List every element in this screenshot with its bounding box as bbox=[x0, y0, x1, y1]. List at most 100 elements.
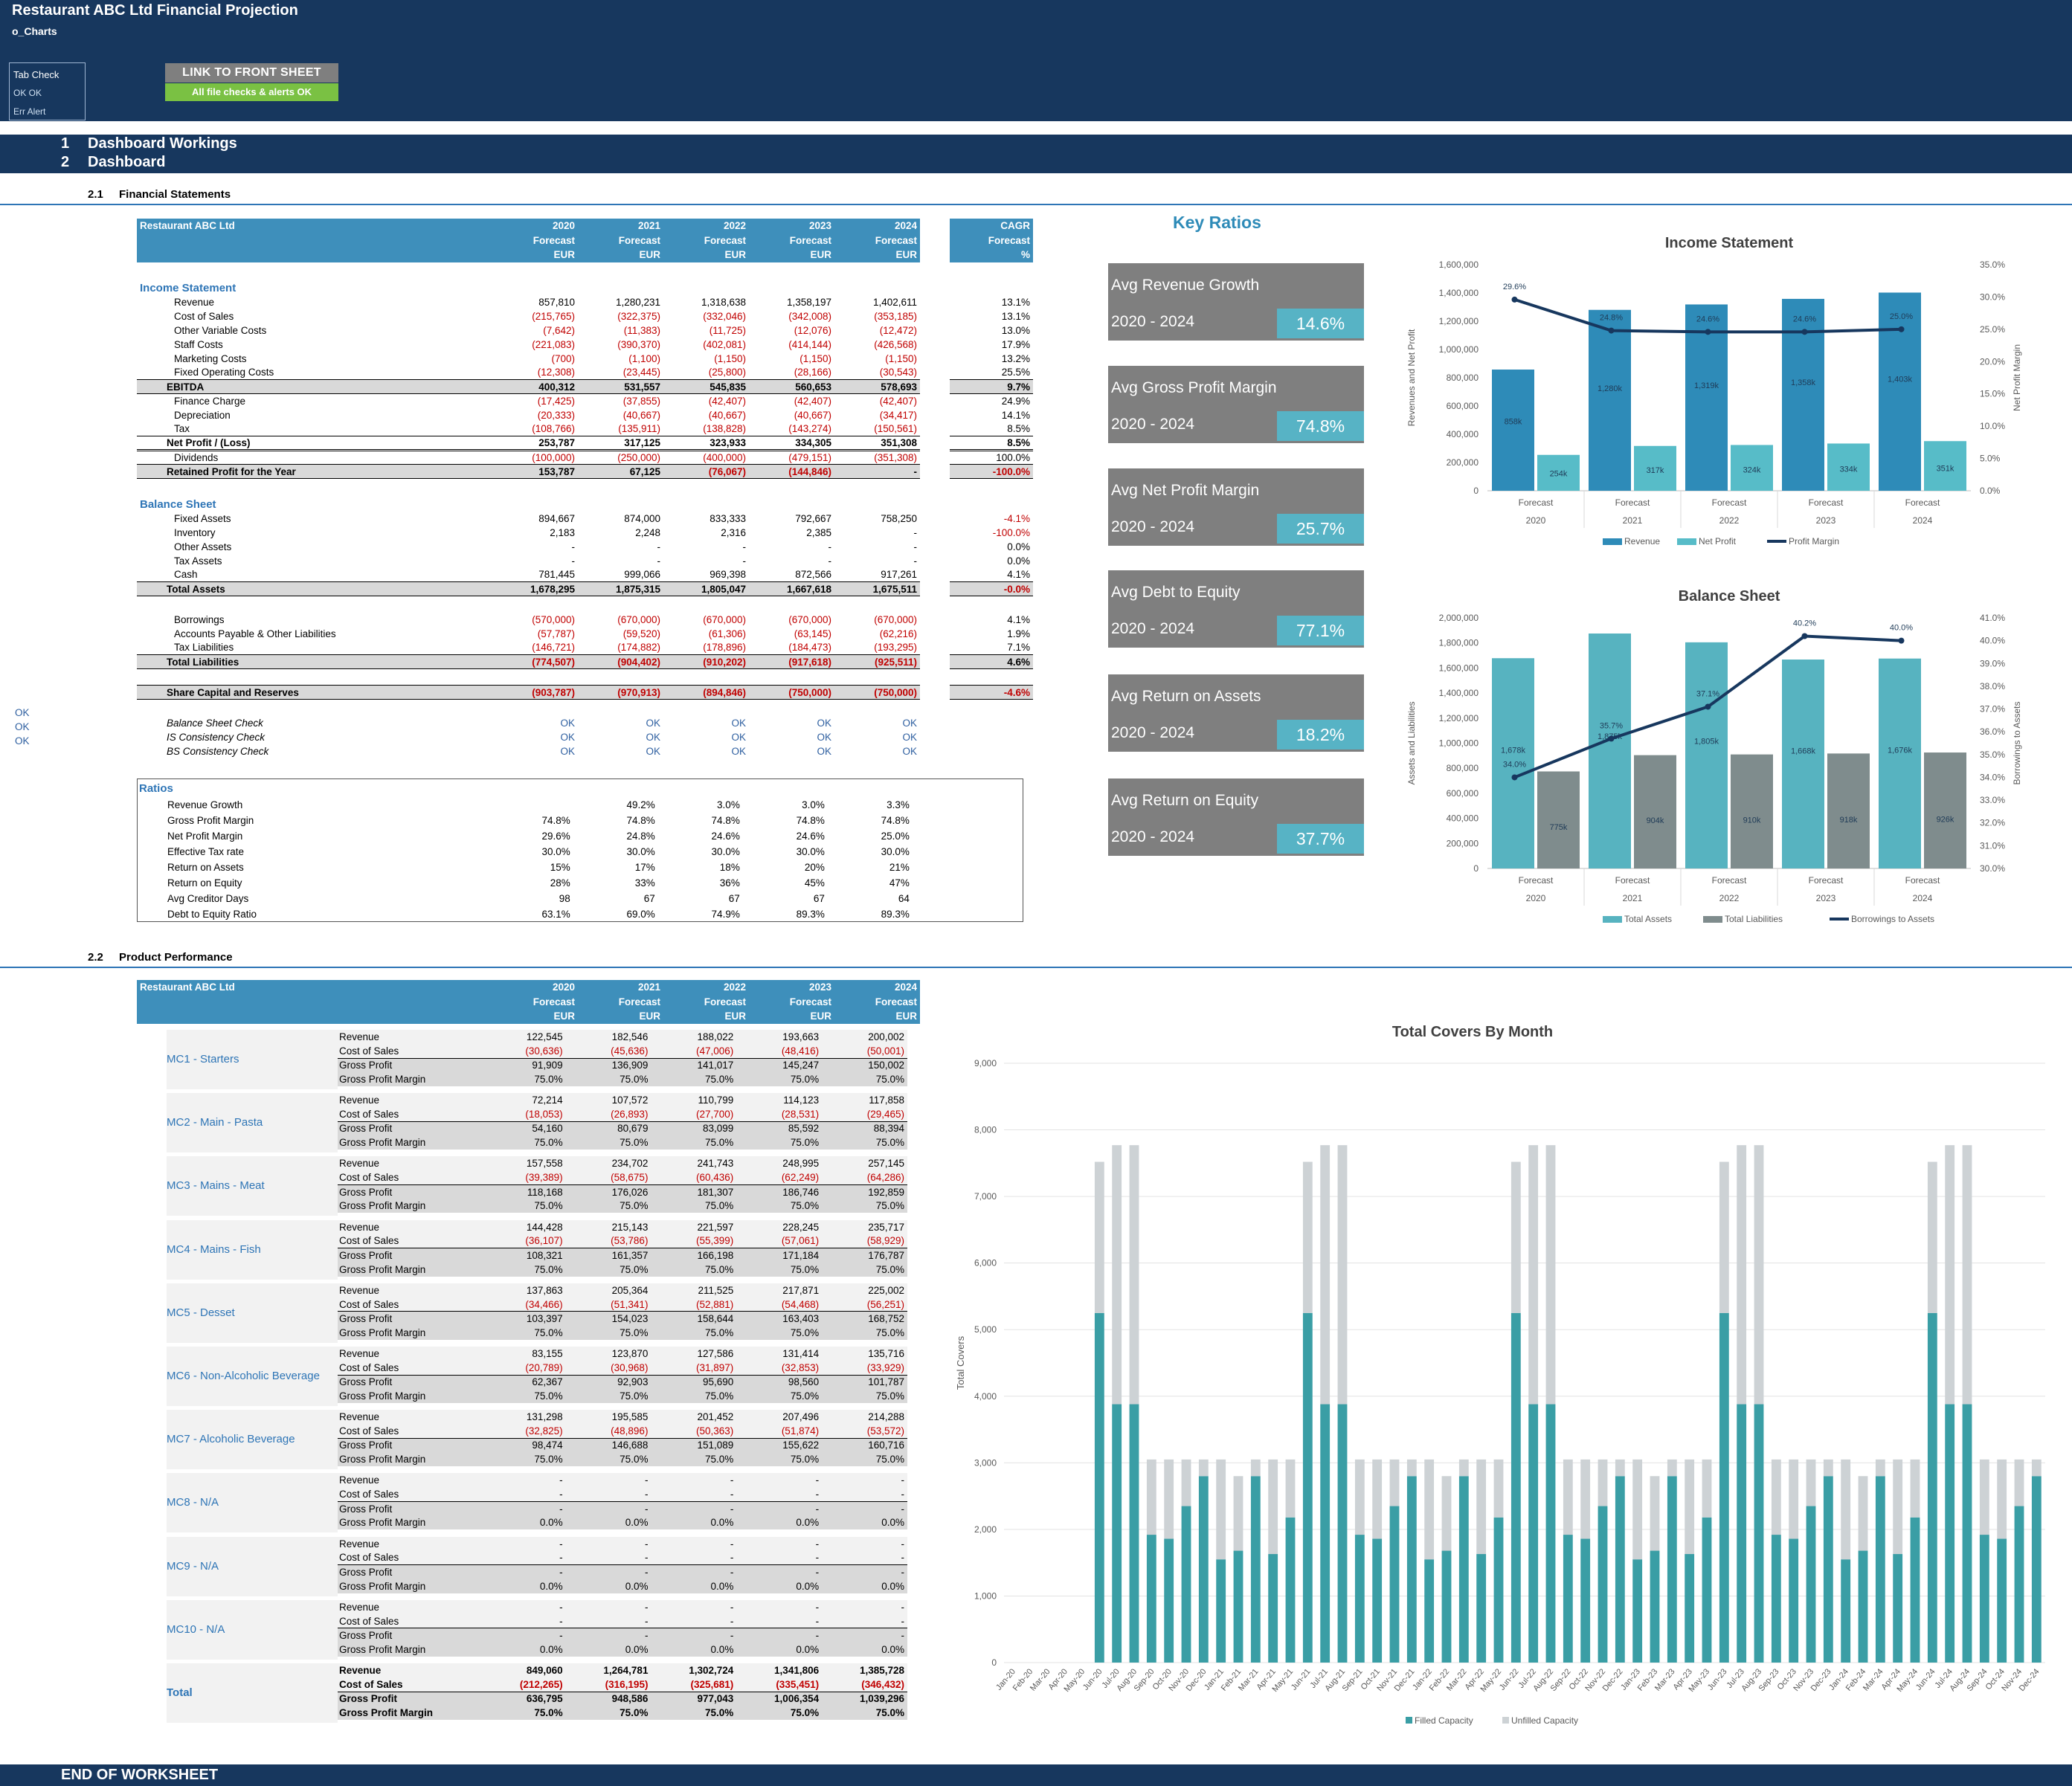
nav-item-dashboard-workings[interactable]: 1 Dashboard Workings bbox=[61, 135, 237, 152]
y2-tick-label: 33.0% bbox=[1980, 795, 2005, 805]
value-cell: 207,496 bbox=[782, 1411, 820, 1423]
bar-unfilled-capacity bbox=[1250, 1459, 1261, 1477]
table-row: Cost of Sales (36,107) (53,786) (55,399) (57… bbox=[338, 1234, 907, 1248]
gap-cell bbox=[950, 729, 1033, 744]
table-row: Cost of Sales (18,053) (26,893) (27,700) (28… bbox=[338, 1107, 907, 1121]
value-cell: 323,933 bbox=[663, 436, 749, 451]
product-block: MC7 - Alcoholic Beverage Revenue 131,298 19… bbox=[165, 1410, 907, 1470]
nav-item-dashboard[interactable]: 2 Dashboard bbox=[61, 154, 166, 170]
spacer bbox=[137, 262, 1033, 279]
file-checks-status: All file checks & alerts OK bbox=[165, 83, 338, 101]
value-cell: 150,002 bbox=[868, 1060, 904, 1071]
line-point bbox=[1511, 774, 1518, 781]
data-label: 775k bbox=[1550, 823, 1568, 832]
y-tick-label: 4,000 bbox=[974, 1391, 997, 1402]
bar-filled-capacity bbox=[1598, 1506, 1608, 1663]
data-label: 1,678k bbox=[1501, 746, 1526, 755]
header-cell: Forecast bbox=[988, 234, 1030, 246]
value-cell: 75.0% bbox=[620, 1326, 649, 1338]
value-cell: 107,572 bbox=[611, 1095, 649, 1106]
value-cell: 45% bbox=[804, 877, 825, 889]
legend-label: Total Assets bbox=[1624, 914, 1672, 924]
table-row: BS Consistency Check OK OK OK OK OK bbox=[137, 744, 1033, 758]
value-cell: - bbox=[730, 1552, 734, 1564]
key-ratio-period: 2020 - 2024 bbox=[1111, 416, 1195, 433]
value-cell: 75.0% bbox=[705, 1326, 734, 1338]
bar-unfilled-capacity bbox=[1493, 1459, 1504, 1518]
value-cell: - bbox=[730, 1601, 734, 1613]
x-tick-label: Jun-20 bbox=[1081, 1667, 1104, 1692]
row-label: Revenue bbox=[339, 1031, 380, 1042]
value-cell: 75.0% bbox=[534, 1454, 563, 1466]
data-label: 37.1% bbox=[1696, 689, 1719, 698]
value-cell: - bbox=[815, 1552, 820, 1564]
y2-tick-label: 34.0% bbox=[1980, 772, 2005, 782]
cagr-cell: 13.0% bbox=[1001, 324, 1030, 336]
cagr-cell: 24.9% bbox=[1001, 395, 1030, 407]
gap-cell bbox=[950, 715, 1033, 730]
bar-unfilled-capacity bbox=[1268, 1459, 1278, 1555]
data-label: 1,358k bbox=[1791, 378, 1816, 387]
value-cell: - bbox=[645, 1489, 649, 1500]
legend-swatch bbox=[1703, 916, 1722, 923]
value-cell: - bbox=[815, 1489, 820, 1500]
table-row: Gross Profit 636,795 948,586 977,043 1,006,3… bbox=[338, 1692, 907, 1706]
value-cell: 75.0% bbox=[534, 1390, 563, 1402]
tab-check-err-row: Err Alert bbox=[13, 106, 46, 117]
value-cell: OK bbox=[817, 717, 831, 729]
y-tick-label: 2,000 bbox=[974, 1524, 997, 1535]
bar-unfilled-capacity bbox=[1875, 1459, 1885, 1477]
value-cell: 75.0% bbox=[705, 1390, 734, 1402]
y2-tick-label: 15.0% bbox=[1980, 389, 2005, 399]
product-block: MC2 - Main - Pasta Revenue 72,214 107,572 11… bbox=[165, 1093, 907, 1153]
value-cell: (894,846) bbox=[663, 685, 749, 700]
data-label: 1,668k bbox=[1791, 747, 1816, 755]
value-cell: (42,407) bbox=[879, 395, 917, 407]
value-cell: (62,216) bbox=[879, 628, 917, 639]
value-cell: (37,855) bbox=[622, 395, 660, 407]
value-cell: 74.8% bbox=[541, 815, 570, 826]
value-cell: 118,168 bbox=[527, 1186, 563, 1198]
bar-unfilled-capacity bbox=[1962, 1145, 1972, 1405]
x-tick-label: 2021 bbox=[1623, 515, 1643, 526]
link-to-front-sheet-button[interactable]: LINK TO FRONT SHEET bbox=[165, 63, 338, 83]
key-ratio-label: Avg Return on Equity bbox=[1111, 792, 1259, 809]
legend-swatch bbox=[1502, 1717, 1509, 1724]
y2-tick-label: 35.0% bbox=[1980, 259, 2005, 270]
value-cell: (59,520) bbox=[622, 628, 660, 639]
header-cell: EUR bbox=[895, 249, 917, 261]
header-cell: 2020 bbox=[552, 220, 575, 232]
table-header-row: Restaurant ABC Ltd 2020 2021 2022 2023 2024 bbox=[137, 980, 920, 995]
value-cell: - bbox=[913, 555, 918, 567]
bar-unfilled-capacity bbox=[1737, 1145, 1747, 1405]
bar-filled-capacity bbox=[1737, 1404, 1747, 1663]
value-cell: 75.0% bbox=[790, 1200, 820, 1212]
y-tick-label: 1,200,000 bbox=[1439, 713, 1479, 723]
value-cell: 0.0% bbox=[710, 1580, 734, 1592]
value-cell: 176,026 bbox=[611, 1186, 649, 1198]
bar-net-profit bbox=[1924, 441, 1966, 491]
x-tick-label: Jun-24 bbox=[1914, 1667, 1937, 1692]
value-cell: 578,693 bbox=[834, 379, 920, 394]
table-header-row: Restaurant ABC Ltd 2020 2021 2022 2023 2024 CA… bbox=[137, 219, 1033, 233]
bar-net-profit bbox=[1634, 445, 1676, 491]
key-ratio-label: Avg Net Profit Margin bbox=[1111, 482, 1260, 499]
gap-cell bbox=[920, 393, 950, 408]
value-cell: 75.0% bbox=[534, 1707, 563, 1718]
bar-revenue bbox=[1589, 309, 1631, 491]
value-cell: (426,568) bbox=[874, 338, 917, 350]
key-ratio-period: 2020 - 2024 bbox=[1111, 313, 1195, 330]
table-row bbox=[137, 479, 1033, 495]
value-cell: - bbox=[559, 1538, 563, 1550]
value-cell: - bbox=[730, 1538, 734, 1550]
data-label: 35.7% bbox=[1600, 721, 1623, 730]
value-cell: 1,358,197 bbox=[786, 296, 831, 308]
value-cell: (100,000) bbox=[532, 452, 575, 463]
table-row: Return on Assets 15% 17% 18% 20% 21% bbox=[138, 860, 1023, 875]
value-cell: - bbox=[559, 1601, 563, 1613]
value-cell: 28% bbox=[550, 877, 570, 889]
value-cell: 201,452 bbox=[697, 1411, 734, 1423]
value-cell: 30.0% bbox=[626, 846, 655, 857]
header-cell: EUR bbox=[810, 249, 831, 261]
value-cell: 72,214 bbox=[532, 1095, 563, 1106]
